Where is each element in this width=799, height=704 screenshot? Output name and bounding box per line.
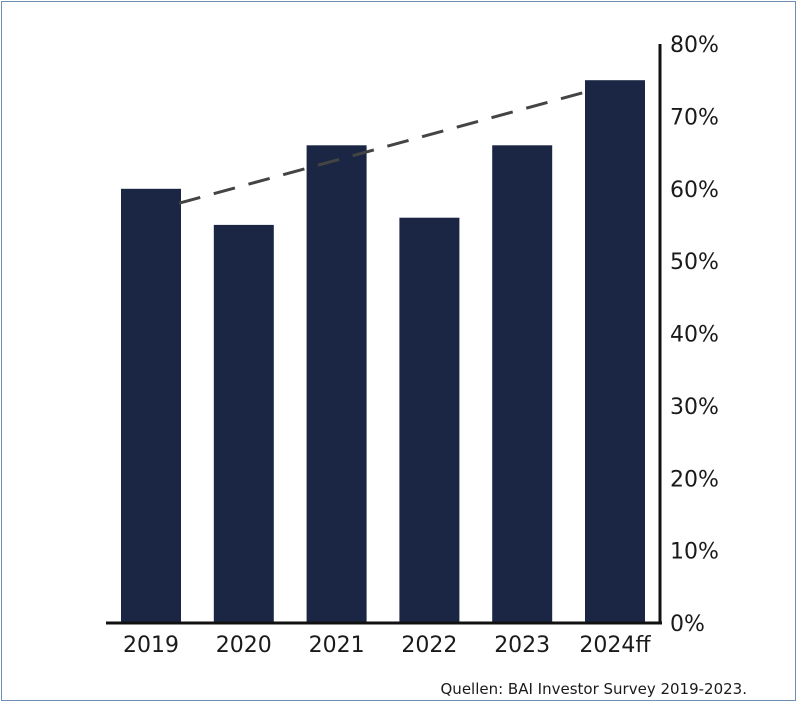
x-tick-label: 2020 [216,633,272,658]
y-tick-label: 10% [670,540,719,565]
x-tick-label: 2023 [494,633,550,658]
x-tick-label: 2019 [123,633,179,658]
y-tick-label: 20% [670,467,719,492]
bar-2022 [399,217,460,623]
y-tick-label: 50% [670,250,719,275]
bars-group [121,80,645,624]
source-note: Quellen: BAI Investor Survey 2019-2023. [441,680,748,698]
y-tick-label: 40% [670,323,719,348]
x-tick-label: 2021 [309,633,365,658]
bar-2021 [306,145,367,624]
y-tick-label: 0% [670,612,705,637]
y-tick-labels: 0% 10% 20% 30% 40% 50% 60% 70% 80% [670,33,719,637]
bar-2023 [492,145,553,624]
bar-2024ff [585,80,645,623]
y-tick-label: 70% [670,105,719,130]
bar-2019 [121,188,181,624]
y-tick-label: 30% [670,395,719,420]
y-tick-label: 60% [670,178,719,203]
x-tick-label: 2024ff [579,633,651,658]
x-tick-label: 2022 [401,633,457,658]
y-tick-label: 80% [670,33,719,58]
bar-2020 [213,224,274,623]
x-tick-labels: 2019 2020 2021 2022 2023 2024ff [123,633,651,658]
